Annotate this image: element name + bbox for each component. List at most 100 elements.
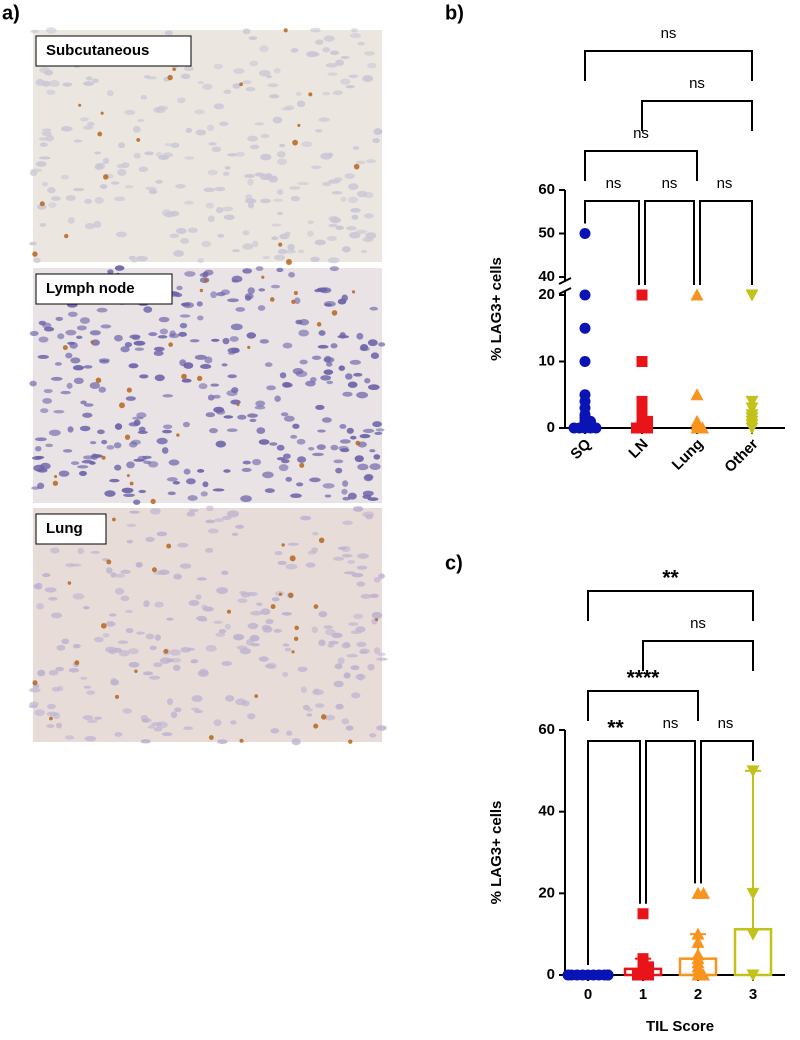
cell [182, 421, 190, 428]
stained-cell [278, 592, 283, 596]
cell [34, 455, 45, 459]
significance-bracket [584, 50, 753, 81]
cell [337, 298, 347, 305]
cell [259, 339, 270, 344]
stained-cell [283, 28, 288, 33]
cell [247, 413, 258, 418]
cell [72, 365, 84, 371]
cell [359, 346, 370, 352]
stained-cell [112, 517, 116, 522]
cell [138, 489, 147, 494]
cell [212, 488, 225, 492]
x-axis-label: TIL Score [646, 1018, 714, 1035]
cell [277, 560, 287, 566]
cell [239, 590, 248, 595]
cell [80, 117, 89, 122]
cell [179, 563, 192, 569]
stained-cell [278, 242, 283, 247]
panel-label: b) [445, 2, 464, 24]
cell [209, 428, 218, 434]
cell [326, 361, 333, 367]
cell [226, 390, 238, 397]
data-point [590, 422, 602, 434]
significance-label: ** [662, 567, 679, 590]
cell [326, 235, 337, 242]
cell [248, 36, 258, 41]
stained-cell [247, 345, 251, 349]
cell [315, 404, 325, 410]
cell [308, 447, 315, 451]
cell [166, 477, 178, 482]
cell [342, 520, 353, 526]
cell [183, 200, 194, 205]
cell [310, 27, 321, 33]
cell [213, 620, 223, 624]
cell [261, 624, 271, 631]
cell [153, 350, 164, 356]
cell [120, 595, 130, 602]
x-tick-label: 2 [694, 986, 702, 1003]
cell [128, 363, 139, 369]
cell [174, 707, 182, 713]
cell [183, 362, 194, 369]
cell [89, 330, 101, 336]
cell [374, 431, 383, 435]
stained-cell [269, 297, 275, 302]
cell [107, 269, 114, 274]
cell [179, 314, 191, 318]
cell [216, 587, 228, 595]
cell [357, 463, 369, 471]
cell [39, 142, 48, 147]
data-point [636, 356, 648, 367]
cell [184, 271, 196, 277]
cell [53, 409, 65, 414]
cell [37, 669, 46, 677]
cell [376, 657, 388, 661]
cell [317, 429, 326, 433]
cell [135, 561, 143, 568]
cell [153, 346, 165, 352]
cell [264, 362, 273, 367]
y-tick-label: 60 [538, 181, 555, 198]
cell [99, 359, 110, 364]
data-point [632, 969, 643, 981]
stained-cell [331, 310, 338, 316]
data-point [691, 935, 705, 948]
data-point [745, 402, 759, 415]
cell [219, 121, 229, 127]
stained-cell [293, 636, 299, 642]
cell [335, 225, 344, 231]
cell [69, 342, 78, 349]
stained-cell [353, 163, 360, 170]
cell [162, 394, 174, 398]
cell [343, 672, 351, 679]
cell [164, 211, 175, 218]
stained-cell [32, 680, 38, 686]
cell [350, 207, 361, 213]
cell [65, 352, 73, 359]
cell [169, 649, 181, 656]
cell [373, 576, 381, 583]
data-point [579, 322, 591, 334]
cell [140, 95, 147, 100]
cell [136, 631, 145, 635]
cell [208, 141, 217, 146]
cell [353, 613, 364, 619]
cell [278, 464, 289, 472]
cell [247, 202, 255, 209]
cell [367, 384, 380, 391]
cell [205, 519, 216, 524]
cell [302, 704, 310, 711]
cell [148, 675, 161, 680]
stained-cell [134, 669, 138, 674]
cell [242, 230, 250, 236]
cell [197, 81, 205, 85]
cell [376, 725, 387, 731]
cell [218, 629, 227, 634]
cell [83, 81, 95, 86]
cell [246, 332, 257, 339]
cell [150, 722, 163, 727]
cell [350, 435, 357, 440]
cell [137, 430, 148, 435]
